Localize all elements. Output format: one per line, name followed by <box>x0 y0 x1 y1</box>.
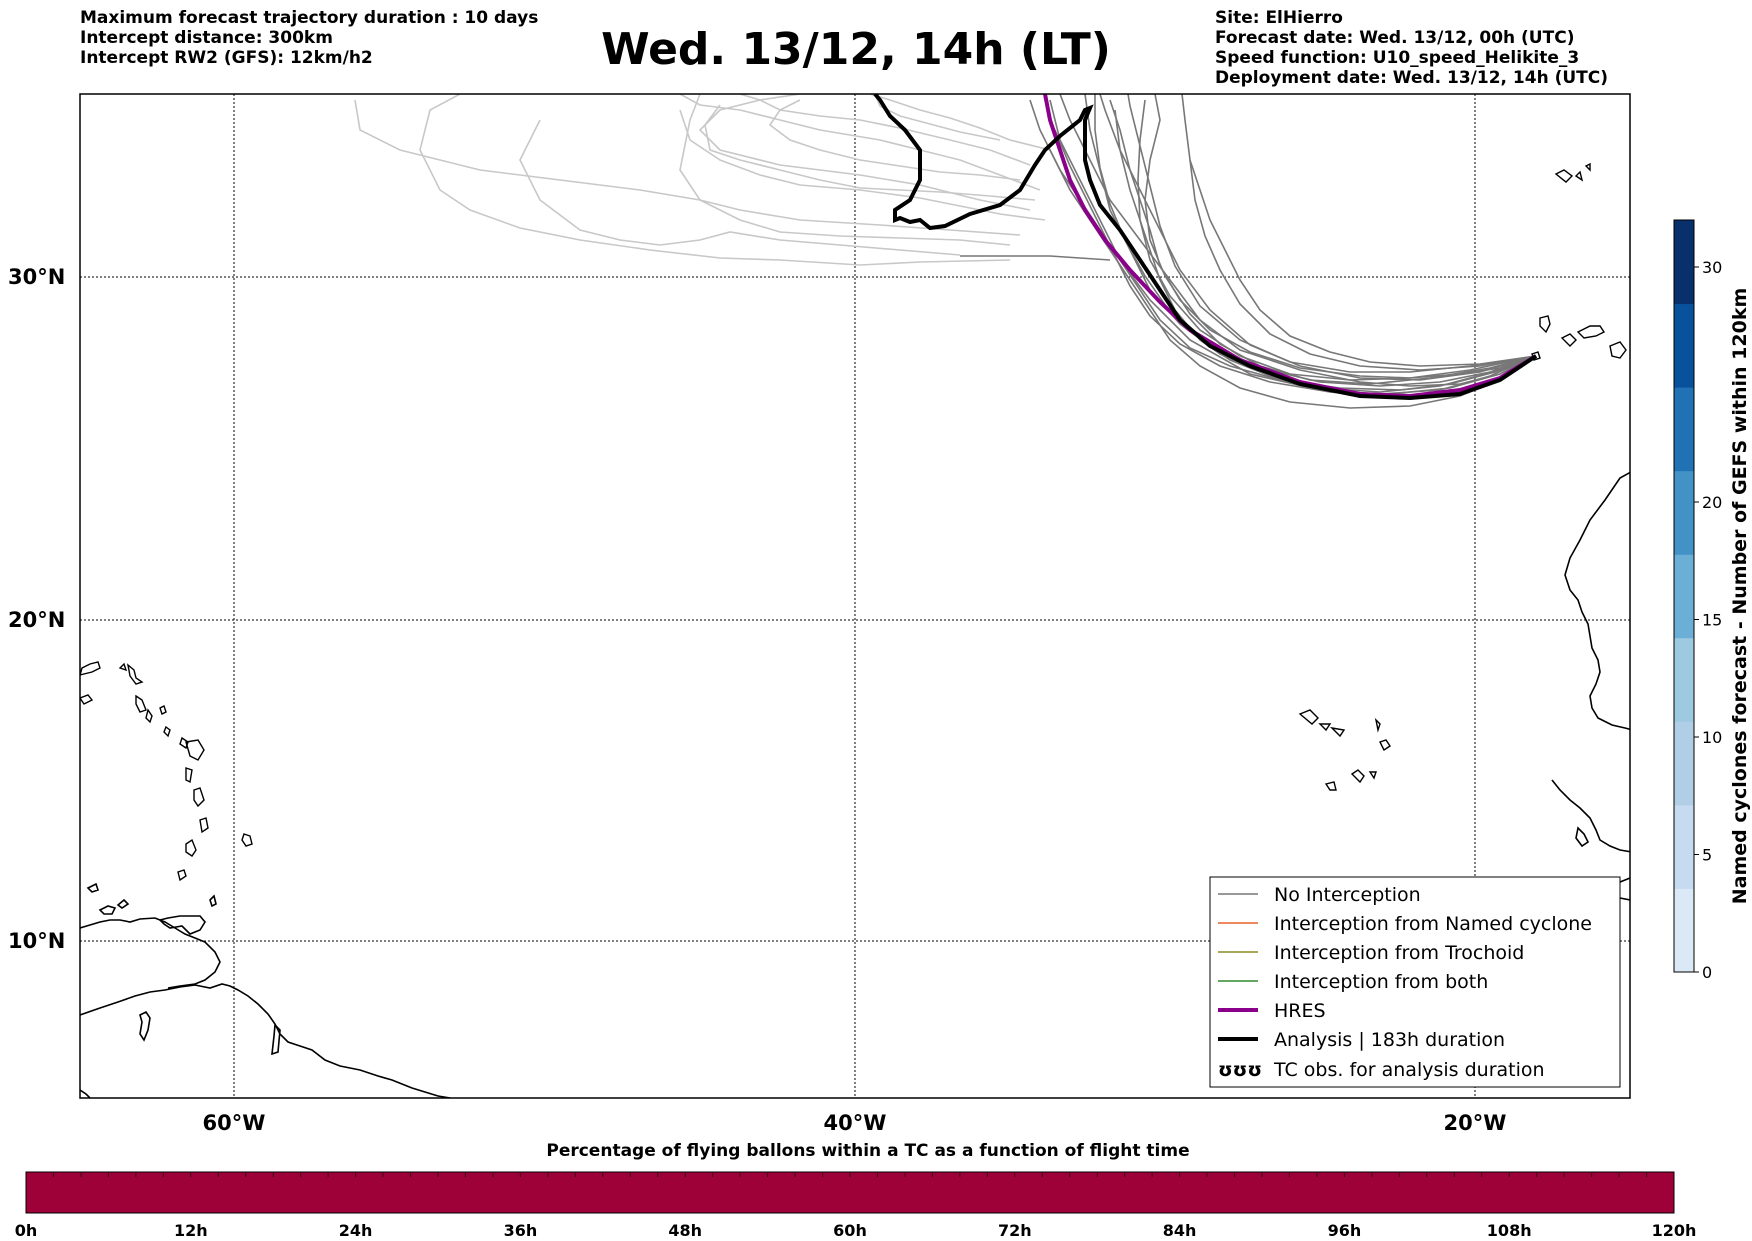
header-right-info: Site: ElHierro Forecast date: Wed. 13/12… <box>1215 8 1608 88</box>
map-title: Wed. 13/12, 14h (LT) <box>601 24 1111 75</box>
lon-tick-40: 40°W <box>824 1111 887 1135</box>
lat-tick-30: 30°N <box>8 265 65 289</box>
info-max-duration: Maximum forecast trajectory duration : 1… <box>80 8 539 28</box>
info-speed-function: Speed function: U10_speed_Helikite_3 <box>1215 48 1580 68</box>
right-colorbar-ticks: 0 5 10 15 20 30 <box>1694 258 1722 982</box>
info-intercept-distance: Intercept distance: 300km <box>80 28 333 48</box>
bottom-colorbar-tick-label: 96h <box>1328 1221 1362 1240</box>
map-legend: No Interception Interception from Named … <box>1209 876 1621 1088</box>
bottom-colorbar-ticks: 0h 12h 24h 36h 48h 60h 72h 84h 96h 108h 120h <box>15 1172 1697 1240</box>
right-colorbar-segment <box>1674 470 1694 555</box>
right-colorbar-tick-label: 10 <box>1702 728 1722 747</box>
legend-label-tc-obs: TC obs. for analysis duration <box>1273 1059 1545 1081</box>
bottom-colorbar-tick-label: 36h <box>504 1221 538 1240</box>
analysis-trajectory <box>873 94 1538 401</box>
right-colorbar-tick-label: 15 <box>1702 611 1722 630</box>
lat-tick-labels: 30°N 20°N 10°N <box>8 265 65 953</box>
right-colorbar-title: Named cyclones forecast - Number of GEFS… <box>1729 288 1751 905</box>
bottom-colorbar-tick-label: 72h <box>998 1221 1032 1240</box>
legend-label-no-interception: No Interception <box>1274 884 1421 906</box>
map-border <box>79 93 1631 1099</box>
legend-label-named-cyclone: Interception from Named cyclone <box>1274 913 1592 935</box>
lat-tick-20: 20°N <box>8 608 65 632</box>
legend-label-trochoid: Interception from Trochoid <box>1274 942 1524 964</box>
bottom-colorbar-tick-label: 84h <box>1163 1221 1197 1240</box>
right-colorbar-tick-label: 20 <box>1702 493 1722 512</box>
coastline-africa <box>1551 471 1630 901</box>
map-title-container: Wed. 13/12, 14h (LT) <box>0 24 1752 75</box>
coastline-caribbean-islands <box>80 661 253 882</box>
bottom-colorbar-tick-label: 0h <box>15 1221 38 1240</box>
info-site: Site: ElHierro <box>1215 8 1343 28</box>
right-colorbar-segment <box>1674 721 1694 806</box>
bottom-colorbar-tick-label: 108h <box>1487 1221 1532 1240</box>
header-left-info: Maximum forecast trajectory duration : 1… <box>80 8 538 68</box>
right-colorbar-segment <box>1674 387 1694 472</box>
legend-label-hres: HRES <box>1274 1000 1326 1022</box>
lon-tick-labels: 60°W 40°W 20°W <box>203 1111 1507 1135</box>
legend-marker-tc-obs-icon: ʊʊʊ <box>1218 1059 1262 1081</box>
right-colorbar-segment <box>1674 303 1694 388</box>
right-colorbar-segment <box>1674 804 1694 889</box>
legend-box <box>1209 876 1621 1088</box>
info-deployment-date: Deployment date: Wed. 13/12, 14h (UTC) <box>1215 68 1609 88</box>
no-interception-trajectories <box>960 94 1537 409</box>
bottom-colorbar: Percentage of flying ballons within a TC… <box>15 1141 1697 1240</box>
right-colorbar-tick-label: 30 <box>1702 258 1722 277</box>
coastline-venezuela-north <box>80 882 221 989</box>
bottom-colorbar-bar <box>25 1171 1675 1214</box>
coastline-atlantic-islands <box>1298 162 1627 791</box>
lat-tick-10: 10°N <box>8 929 65 953</box>
right-colorbar-segment <box>1674 554 1694 639</box>
lon-tick-60: 60°W <box>203 1111 266 1135</box>
right-colorbar-segment <box>1674 888 1694 973</box>
legend-label-analysis: Analysis | 183h duration <box>1274 1029 1505 1051</box>
faded-trajectories <box>354 94 1051 266</box>
info-forecast-date: Forecast date: Wed. 13/12, 00h (UTC) <box>1215 28 1575 48</box>
right-colorbar-tick-label: 5 <box>1702 846 1712 865</box>
lon-tick-20: 20°W <box>1444 1111 1507 1135</box>
bottom-colorbar-title: Percentage of flying ballons within a TC… <box>546 1141 1189 1161</box>
right-colorbar-tick-label: 0 <box>1702 963 1712 982</box>
right-colorbar-border <box>1673 219 1695 973</box>
bottom-colorbar-tick-label: 120h <box>1652 1221 1697 1240</box>
right-colorbar-segment <box>1674 220 1694 305</box>
bottom-colorbar-tick-label: 12h <box>174 1221 208 1240</box>
info-intercept-rw2: Intercept RW2 (GFS): 12km/h2 <box>80 48 373 68</box>
right-colorbar: 0 5 10 15 20 30 Named cyclones forecast - Num… <box>1673 219 1751 982</box>
coastline-south-america <box>80 983 452 1098</box>
legend-label-both: Interception from both <box>1274 971 1488 993</box>
right-colorbar-segment <box>1674 637 1694 722</box>
bottom-colorbar-tick-label: 48h <box>668 1221 702 1240</box>
bottom-colorbar-tick-label: 24h <box>339 1221 373 1240</box>
bottom-colorbar-tick-label: 60h <box>833 1221 867 1240</box>
right-colorbar-segments <box>1674 220 1694 973</box>
